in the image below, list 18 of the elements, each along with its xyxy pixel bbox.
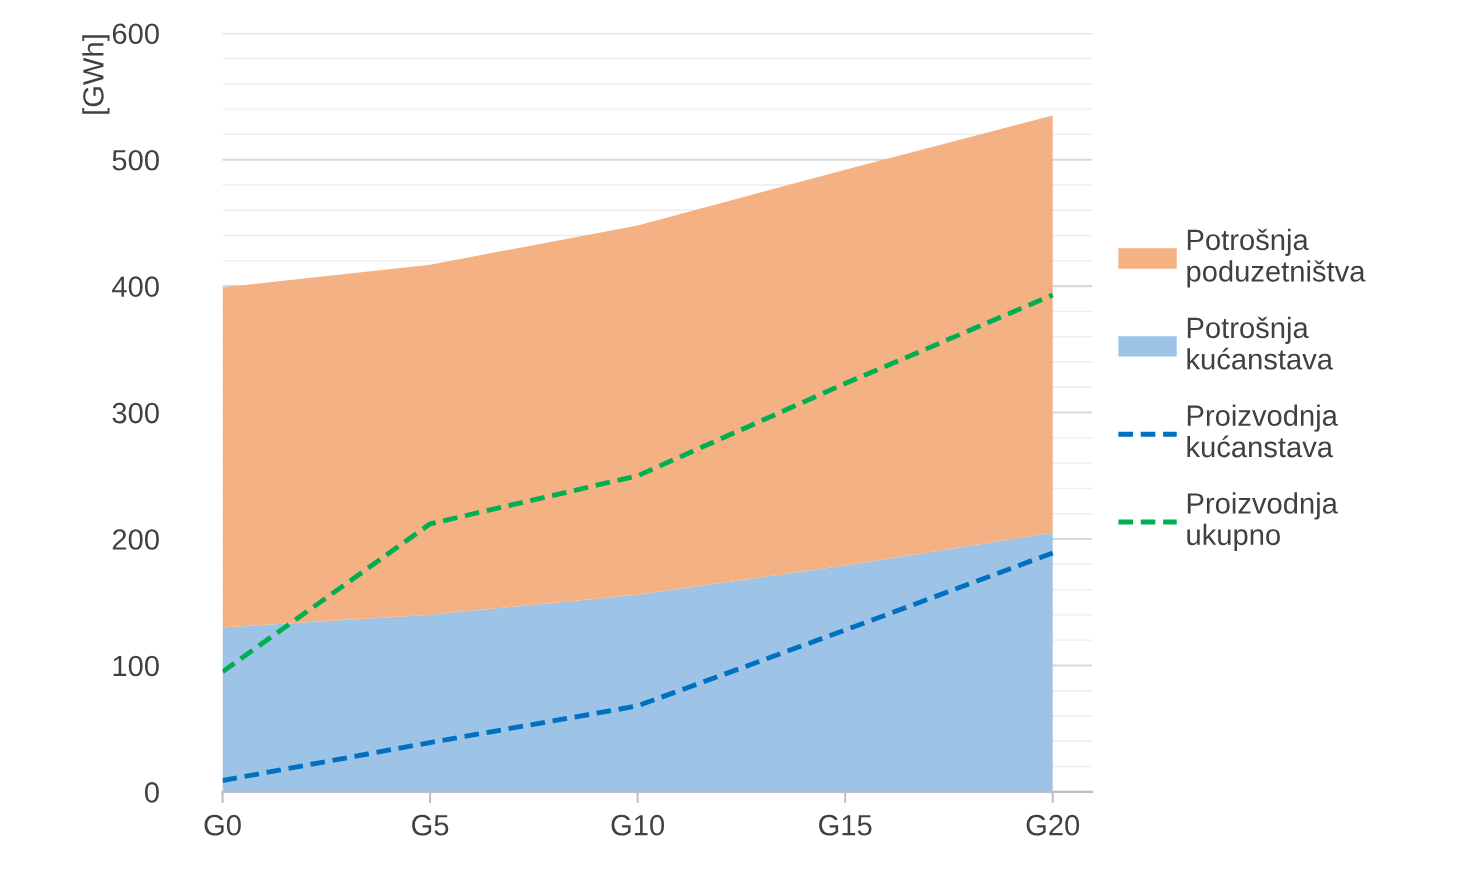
x-tick-label: G5 xyxy=(412,814,449,836)
y-tick-label: 200 xyxy=(112,529,159,550)
y-tick-label: 600 xyxy=(112,23,159,45)
y-axis-title: [GWh] xyxy=(82,35,110,114)
legend-label: Proizvodnja kućanstava xyxy=(1187,404,1338,458)
x-tick-label: G15 xyxy=(819,814,872,836)
y-tick-label: 0 xyxy=(144,782,159,803)
y-tick-label: 300 xyxy=(112,402,159,424)
y-tick-label: 500 xyxy=(112,149,159,171)
x-tick-label: G10 xyxy=(611,814,665,836)
y-tick-label: 100 xyxy=(113,655,159,677)
line-series xyxy=(222,292,1056,675)
y-tick-label: 400 xyxy=(112,276,159,297)
legend-label: Proizvodnja ukupno xyxy=(1187,492,1338,551)
x-tick-label: G0 xyxy=(204,814,241,836)
x-tick-label: G20 xyxy=(1026,814,1080,836)
legend-label: Potrošnja kućanstava xyxy=(1187,316,1334,370)
legend-label: Potrošnja poduzetništva xyxy=(1187,228,1366,288)
